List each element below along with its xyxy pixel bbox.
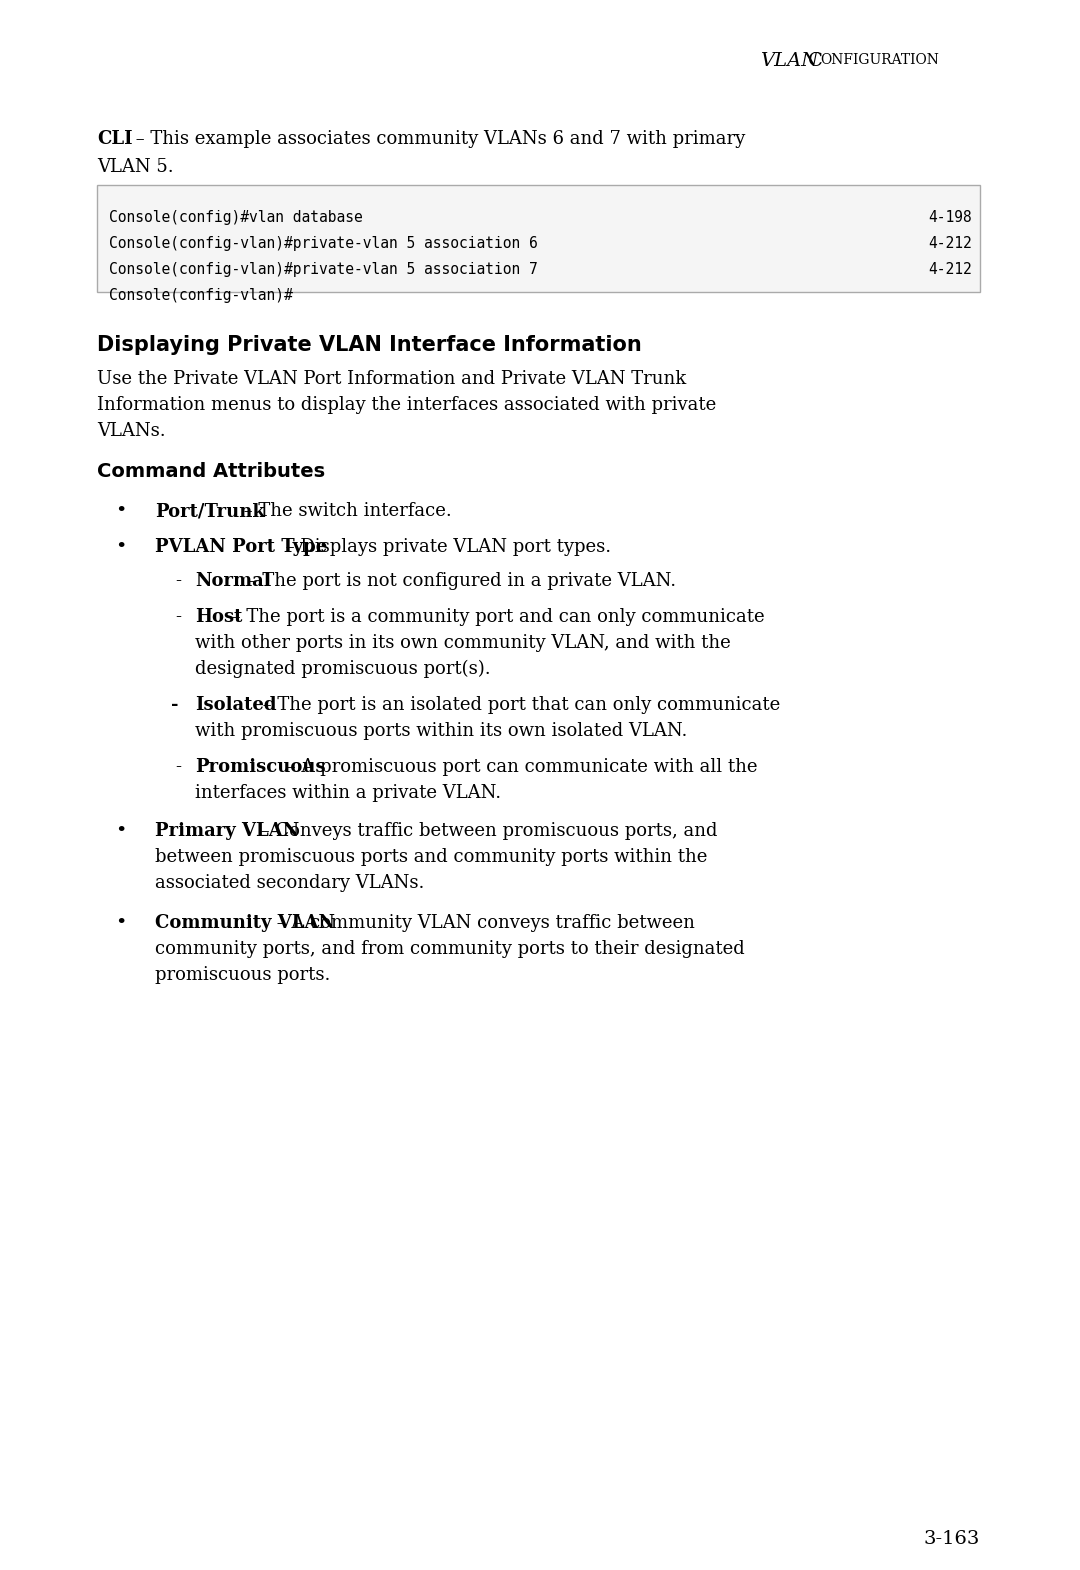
Text: between promiscuous ports and community ports within the: between promiscuous ports and community … xyxy=(156,848,707,867)
Text: -: - xyxy=(175,608,181,626)
Text: Promiscuous: Promiscuous xyxy=(195,758,326,776)
Bar xyxy=(97,185,980,292)
Text: – The port is an isolated port that can only communicate: – The port is an isolated port that can … xyxy=(257,696,781,714)
Text: – The switch interface.: – The switch interface. xyxy=(238,502,451,520)
Text: Console(config-vlan)#private-vlan 5 association 6: Console(config-vlan)#private-vlan 5 asso… xyxy=(109,236,538,251)
Text: Use the Private VLAN Port Information and Private VLAN Trunk: Use the Private VLAN Port Information an… xyxy=(97,371,686,388)
Text: 3-163: 3-163 xyxy=(923,1531,980,1548)
Text: Normal: Normal xyxy=(195,571,271,590)
Text: -: - xyxy=(171,696,178,714)
Text: Host: Host xyxy=(195,608,242,626)
Text: – The port is a community port and can only communicate: – The port is a community port and can o… xyxy=(226,608,765,626)
Text: Console(config)#vlan database: Console(config)#vlan database xyxy=(109,210,363,225)
Text: Port/Trunk: Port/Trunk xyxy=(156,502,265,520)
Text: designated promiscuous port(s).: designated promiscuous port(s). xyxy=(195,659,490,678)
Text: -: - xyxy=(175,571,181,590)
Text: VLANs.: VLANs. xyxy=(97,422,165,440)
Text: •: • xyxy=(114,502,126,520)
Text: – Displays private VLAN port types.: – Displays private VLAN port types. xyxy=(280,539,610,556)
Text: with promiscuous ports within its own isolated VLAN.: with promiscuous ports within its own is… xyxy=(195,722,687,739)
Text: C: C xyxy=(808,52,823,71)
Text: associated secondary VLANs.: associated secondary VLANs. xyxy=(156,874,424,892)
Text: CLI: CLI xyxy=(97,130,133,148)
Text: -: - xyxy=(175,758,181,776)
Text: 4-212: 4-212 xyxy=(928,262,972,276)
Text: •: • xyxy=(114,914,126,933)
Text: •: • xyxy=(114,823,126,840)
Text: – A community VLAN conveys traffic between: – A community VLAN conveys traffic betwe… xyxy=(271,914,696,933)
Text: •: • xyxy=(114,539,126,556)
Text: PVLAN Port Type: PVLAN Port Type xyxy=(156,539,327,556)
Text: VLAN 5.: VLAN 5. xyxy=(97,159,174,176)
Text: – The port is not configured in a private VLAN.: – The port is not configured in a privat… xyxy=(242,571,676,590)
Text: – A promiscuous port can communicate with all the: – A promiscuous port can communicate wit… xyxy=(281,758,757,776)
Text: 4-212: 4-212 xyxy=(928,236,972,251)
Text: Isolated: Isolated xyxy=(195,696,276,714)
Text: 4-198: 4-198 xyxy=(928,210,972,225)
Text: – Conveys traffic between promiscuous ports, and: – Conveys traffic between promiscuous po… xyxy=(255,823,717,840)
Text: Command Attributes: Command Attributes xyxy=(97,462,325,480)
Text: Information menus to display the interfaces associated with private: Information menus to display the interfa… xyxy=(97,396,716,414)
Text: Displaying Private VLAN Interface Information: Displaying Private VLAN Interface Inform… xyxy=(97,334,642,355)
Text: – This example associates community VLANs 6 and 7 with primary: – This example associates community VLAN… xyxy=(130,130,745,148)
Text: interfaces within a private VLAN.: interfaces within a private VLAN. xyxy=(195,783,501,802)
Text: VLAN: VLAN xyxy=(760,52,819,71)
Text: with other ports in its own community VLAN, and with the: with other ports in its own community VL… xyxy=(195,634,731,652)
Text: promiscuous ports.: promiscuous ports. xyxy=(156,966,330,984)
Text: community ports, and from community ports to their designated: community ports, and from community port… xyxy=(156,940,745,958)
Text: ONFIGURATION: ONFIGURATION xyxy=(820,53,939,68)
Text: Console(config-vlan)#private-vlan 5 association 7: Console(config-vlan)#private-vlan 5 asso… xyxy=(109,262,538,276)
Text: Console(config-vlan)#: Console(config-vlan)# xyxy=(109,287,293,303)
Text: Primary VLAN: Primary VLAN xyxy=(156,823,299,840)
Text: Community VLAN: Community VLAN xyxy=(156,914,335,933)
